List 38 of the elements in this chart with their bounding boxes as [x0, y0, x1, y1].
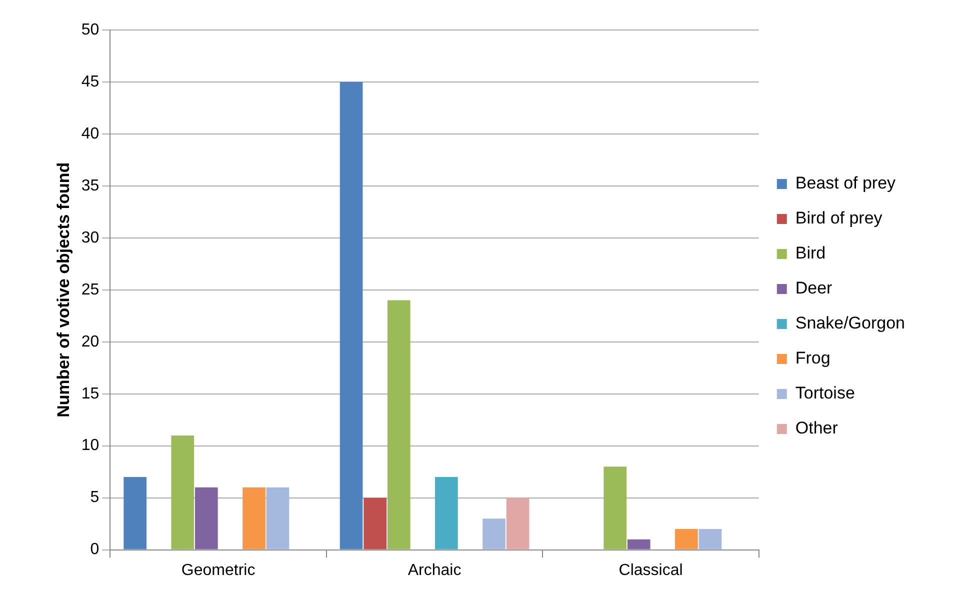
bar [171, 435, 194, 550]
bar [242, 487, 266, 550]
y-tick-label: 10 [81, 437, 100, 454]
y-tick-label: 45 [81, 73, 100, 90]
x-tick-label: Classical [618, 562, 683, 579]
y-tick-label: 0 [90, 541, 100, 558]
x-tick-label: Geometric [181, 562, 256, 579]
y-tick-label: 35 [81, 177, 100, 194]
legend-label: Beast of prey [795, 174, 896, 193]
legend-label: Bird [795, 244, 826, 263]
bar [387, 300, 410, 550]
x-tick-label: Archaic [408, 562, 462, 579]
legend-label: Deer [795, 278, 833, 298]
y-tick-label: 5 [90, 489, 100, 506]
legend-label: Frog [795, 348, 830, 368]
bar [195, 487, 218, 550]
bar [698, 529, 722, 550]
bar [604, 466, 626, 550]
legend-label: Tortoise [795, 384, 855, 403]
legend-label: Other [795, 418, 838, 438]
bar [627, 539, 650, 550]
y-tick-label: 30 [81, 229, 100, 246]
legend-label: Bird of prey [795, 208, 883, 228]
bar [266, 487, 290, 550]
y-axis-title: Number of votive objects found [54, 162, 73, 418]
bar [675, 529, 698, 550]
bar [482, 518, 506, 550]
y-tick-label: 40 [81, 125, 100, 142]
bar [364, 498, 386, 550]
y-tick-label: 50 [81, 21, 100, 38]
y-tick-label: 15 [81, 385, 100, 402]
bar [340, 82, 363, 550]
bar [506, 498, 530, 550]
bar [124, 477, 146, 550]
legend-label: Snake/Gorgon [795, 314, 906, 333]
y-tick-label: 25 [81, 281, 100, 298]
bar [435, 477, 458, 550]
y-tick-label: 20 [81, 333, 100, 350]
